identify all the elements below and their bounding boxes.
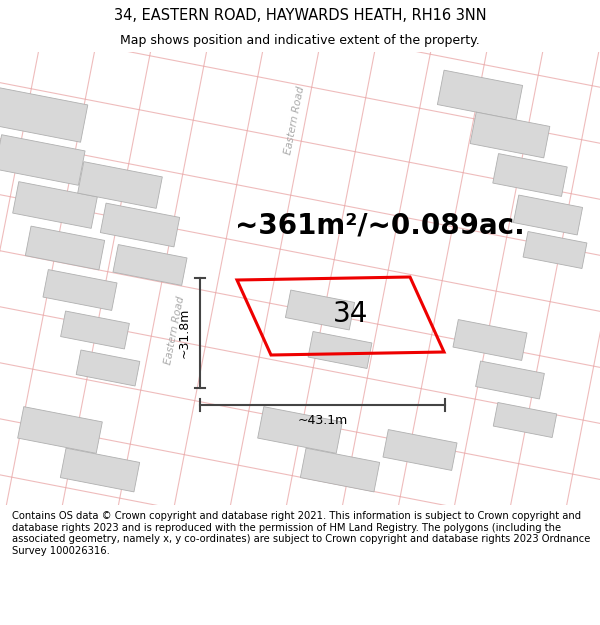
Polygon shape	[514, 195, 583, 235]
Text: Eastern Road: Eastern Road	[163, 295, 187, 365]
Polygon shape	[523, 231, 587, 269]
Polygon shape	[308, 331, 372, 369]
Polygon shape	[113, 244, 187, 286]
Polygon shape	[17, 407, 103, 453]
Polygon shape	[77, 162, 163, 208]
Polygon shape	[493, 154, 567, 196]
Polygon shape	[257, 407, 343, 453]
Polygon shape	[453, 319, 527, 361]
Polygon shape	[286, 290, 355, 330]
Polygon shape	[0, 88, 88, 142]
Polygon shape	[43, 269, 117, 311]
Polygon shape	[493, 402, 557, 437]
Text: ~43.1m: ~43.1m	[298, 414, 347, 428]
Text: 34, EASTERN ROAD, HAYWARDS HEATH, RH16 3NN: 34, EASTERN ROAD, HAYWARDS HEATH, RH16 3…	[113, 8, 487, 23]
Polygon shape	[0, 135, 85, 185]
Polygon shape	[61, 448, 140, 492]
Text: 34: 34	[333, 300, 368, 328]
Polygon shape	[25, 226, 104, 270]
Polygon shape	[383, 429, 457, 471]
Polygon shape	[470, 112, 550, 158]
Text: Eastern Road: Eastern Road	[283, 85, 307, 155]
Text: ~361m²/~0.089ac.: ~361m²/~0.089ac.	[235, 211, 525, 239]
Polygon shape	[301, 448, 380, 492]
Text: Contains OS data © Crown copyright and database right 2021. This information is : Contains OS data © Crown copyright and d…	[12, 511, 590, 556]
Polygon shape	[437, 70, 523, 120]
Text: ~31.8m: ~31.8m	[178, 308, 191, 358]
Polygon shape	[476, 361, 544, 399]
Polygon shape	[100, 203, 179, 247]
Polygon shape	[13, 182, 97, 228]
Polygon shape	[76, 350, 140, 386]
Text: Map shows position and indicative extent of the property.: Map shows position and indicative extent…	[120, 34, 480, 47]
Polygon shape	[61, 311, 130, 349]
